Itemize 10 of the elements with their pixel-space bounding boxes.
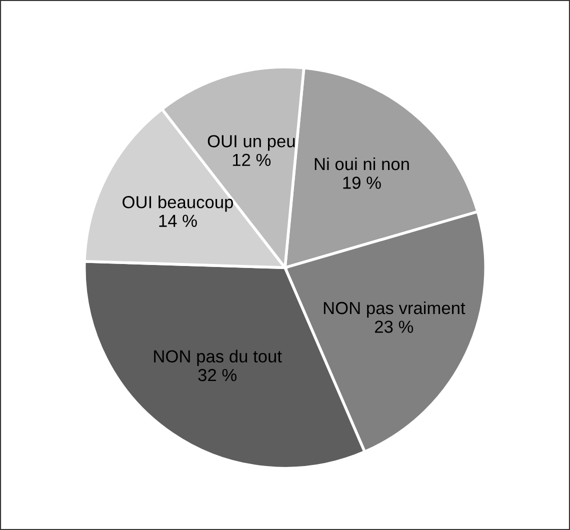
slice-label: OUI un peu — [208, 135, 295, 151]
data-label: 32 % — [198, 368, 237, 382]
slice-label: NON pas du tout — [154, 350, 282, 366]
data-label: 19 % — [343, 176, 381, 189]
data-label: 23 % — [375, 320, 414, 333]
slice-label: NON pas vraiment — [324, 301, 466, 318]
slice-label: Ni oui ni non — [314, 157, 409, 170]
data-label: 12 % — [232, 154, 271, 166]
slice-label: OUI beaucoup — [122, 196, 233, 212]
data-label: 14 % — [159, 214, 197, 227]
